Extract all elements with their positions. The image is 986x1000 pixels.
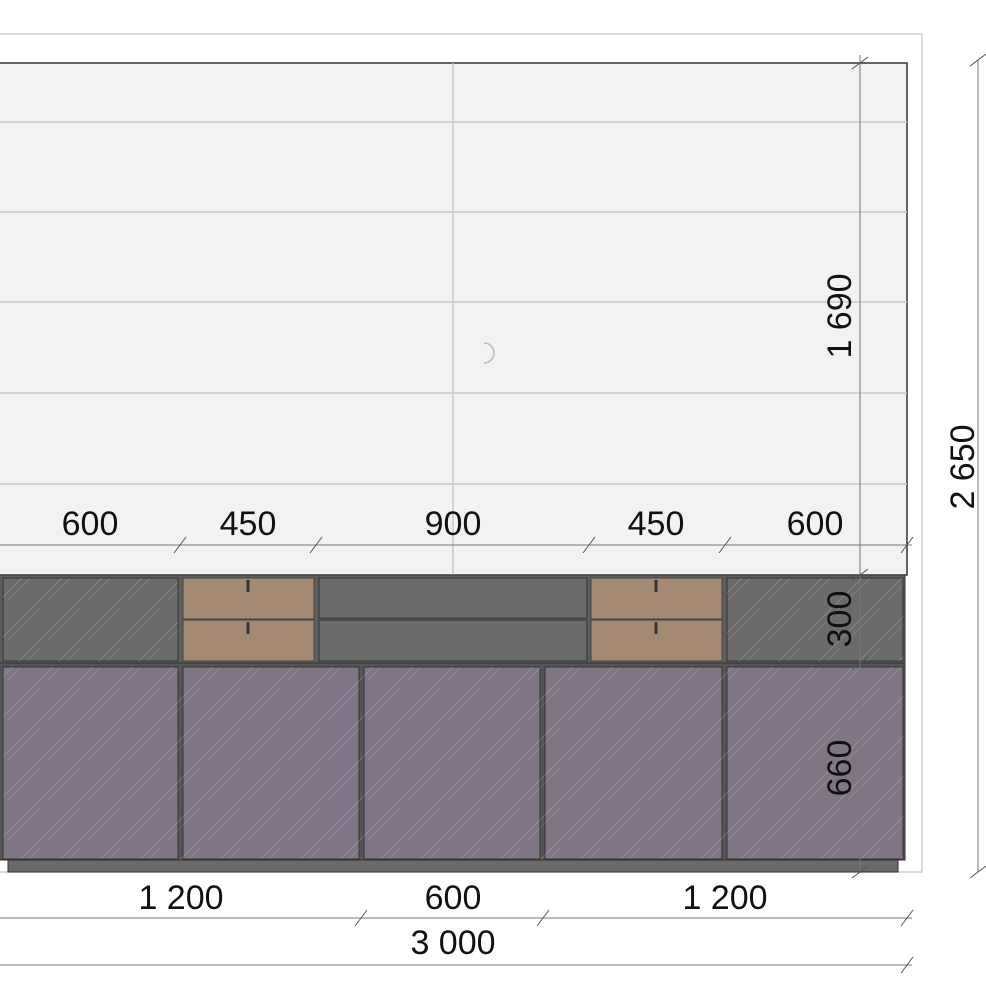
width-label: 600 [787, 505, 844, 543]
width-label: 1 200 [682, 879, 767, 917]
width-label: 450 [628, 505, 685, 543]
upper-cabinets [0, 574, 906, 664]
total-height-label: 2 650 [944, 424, 982, 509]
dimension-lines [0, 53, 986, 974]
width-label: 1 200 [138, 879, 223, 917]
total-width-label: 3 000 [410, 924, 495, 962]
width-label: 600 [425, 879, 482, 917]
lower-cabinets [0, 662, 906, 873]
height-label: 300 [821, 591, 859, 648]
height-label: 660 [821, 740, 859, 797]
width-label: 900 [425, 505, 482, 543]
width-label: 600 [62, 505, 119, 543]
wall-panel [0, 62, 908, 576]
height-label: 1 690 [821, 273, 859, 358]
width-label: 450 [220, 505, 277, 543]
